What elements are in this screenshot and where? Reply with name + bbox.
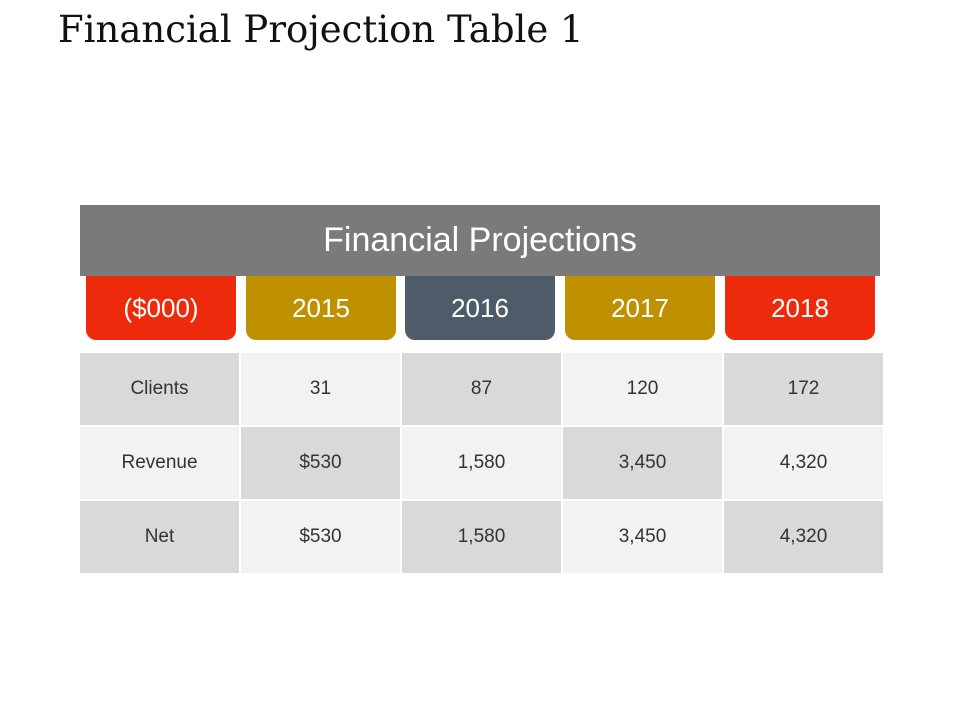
table-cell: 4,320 xyxy=(724,427,883,499)
table-cell: 3,450 xyxy=(563,501,722,573)
table-cell: 3,450 xyxy=(563,427,722,499)
table-cell: 120 xyxy=(563,353,722,425)
table-cell: $530 xyxy=(241,427,400,499)
table-cell: 1,580 xyxy=(402,427,561,499)
row-label-revenue: Revenue xyxy=(80,427,239,499)
header-tab-2015: 2015 xyxy=(246,268,396,340)
table-cell: 31 xyxy=(241,353,400,425)
header-tab-2016: 2016 xyxy=(405,268,555,340)
table-cell: 87 xyxy=(402,353,561,425)
table-cell: 172 xyxy=(724,353,883,425)
table-cell: 1,580 xyxy=(402,501,561,573)
header-tab-2018: 2018 xyxy=(725,268,875,340)
table-banner: Financial Projections xyxy=(80,205,880,276)
table-cell: $530 xyxy=(241,501,400,573)
row-label-clients: Clients xyxy=(80,353,239,425)
page-title: Financial Projection Table 1 xyxy=(58,8,584,51)
header-tab-units: ($000) xyxy=(86,268,236,340)
projection-table: Clients 31 87 120 172 Revenue $530 1,580… xyxy=(80,353,883,573)
header-tab-2017: 2017 xyxy=(565,268,715,340)
row-label-net: Net xyxy=(80,501,239,573)
table-cell: 4,320 xyxy=(724,501,883,573)
